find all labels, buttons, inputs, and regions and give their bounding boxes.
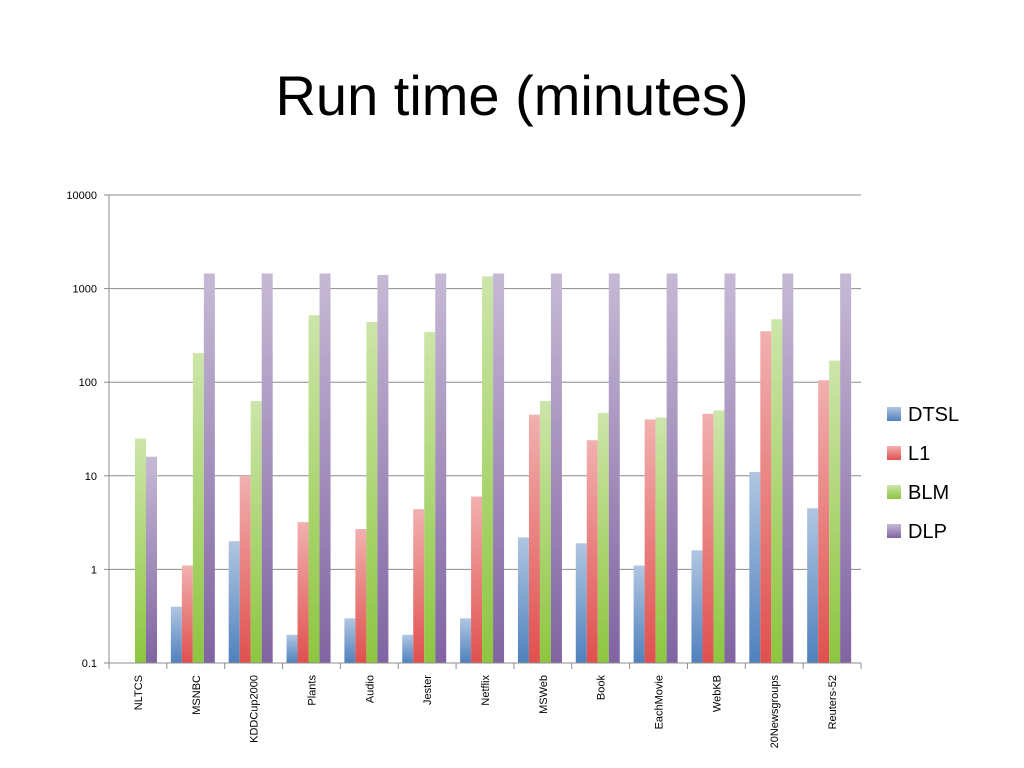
legend-swatch-l1 bbox=[887, 446, 901, 460]
bar-dlp-audio bbox=[377, 274, 389, 663]
chart-title: Run time (minutes) bbox=[275, 64, 749, 127]
x-category-label: Netflix bbox=[480, 675, 492, 706]
x-category-label: 20Newsgroups bbox=[769, 675, 781, 749]
bar-blm-reuters-52 bbox=[829, 360, 841, 663]
bar-dlp-msweb bbox=[550, 273, 562, 663]
x-category-label: WebKB bbox=[711, 675, 723, 712]
y-tick-label: 1000 bbox=[73, 284, 97, 296]
x-category-label: EachMovie bbox=[654, 675, 666, 729]
bar-l1-msnbc bbox=[181, 565, 193, 663]
y-tick-label: 10000 bbox=[66, 190, 97, 202]
bar-blm-plants bbox=[308, 315, 320, 663]
bar-dlp-reuters-52 bbox=[840, 273, 852, 663]
legend-label-dtsl: DTSL bbox=[908, 404, 959, 426]
bar-dtsl-eachmovie bbox=[633, 565, 645, 663]
legend-swatch-dtsl bbox=[887, 407, 901, 421]
x-category-label: Plants bbox=[306, 675, 318, 706]
axes bbox=[108, 195, 862, 669]
bar-dlp-book bbox=[608, 273, 620, 663]
bar-dlp-netflix bbox=[493, 273, 505, 663]
bar-dlp-msnbc bbox=[203, 273, 215, 663]
bar-l1-netflix bbox=[471, 496, 483, 663]
bar-l1-jester bbox=[413, 509, 425, 663]
x-category-label: Jester bbox=[422, 675, 434, 705]
bar-dlp-kddcup2000 bbox=[261, 273, 273, 663]
bar-l1-msweb bbox=[528, 414, 540, 663]
bar-blm-webkb bbox=[713, 410, 725, 663]
bar-blm-jester bbox=[424, 331, 436, 663]
bar-blm-netflix bbox=[482, 276, 494, 663]
bar-dtsl-reuters-52 bbox=[807, 508, 819, 663]
bar-l1-audio bbox=[355, 529, 367, 663]
x-category-label: Reuters-52 bbox=[827, 675, 839, 729]
bar-dtsl-msweb bbox=[517, 537, 529, 663]
x-category-label: MSNBC bbox=[191, 675, 203, 715]
bar-blm-audio bbox=[366, 321, 378, 663]
bar-dtsl-book bbox=[575, 543, 587, 663]
bar-l1-plants bbox=[297, 522, 309, 663]
bar-l1-kddcup2000 bbox=[239, 475, 251, 663]
y-tick-label: 10 bbox=[85, 471, 97, 483]
bar-l1-20newsgroups bbox=[760, 331, 772, 663]
bar-blm-nltcs bbox=[135, 438, 146, 663]
x-category-label: Audio bbox=[364, 675, 376, 703]
legend-swatch-blm bbox=[887, 485, 901, 499]
bars bbox=[135, 273, 852, 663]
bar-dtsl-kddcup2000 bbox=[228, 541, 240, 663]
x-category-label: NLTCS bbox=[133, 675, 145, 710]
bar-l1-book bbox=[586, 440, 598, 663]
x-category-labels: NLTCS MSNBC KDDCup2000 Plants Audio Jester Net… bbox=[133, 675, 839, 749]
bar-l1-eachmovie bbox=[644, 419, 656, 663]
bar-blm-20newsgroups bbox=[771, 319, 783, 663]
bar-dlp-eachmovie bbox=[666, 273, 678, 663]
bar-dtsl-webkb bbox=[691, 550, 703, 663]
x-category-label: MSWeb bbox=[538, 675, 550, 714]
bar-blm-eachmovie bbox=[655, 417, 667, 663]
bar-dlp-plants bbox=[319, 273, 331, 663]
legend-swatch-dlp bbox=[887, 524, 901, 538]
legend-label-blm: BLM bbox=[908, 482, 949, 504]
bar-blm-msweb bbox=[539, 400, 551, 663]
bar-dtsl-plants bbox=[286, 634, 298, 663]
bar-dtsl-20newsgroups bbox=[749, 471, 761, 663]
legend: DTSL L1 BLM DLP bbox=[887, 404, 959, 543]
y-tick-labels: 0.1 1 10 100 1000 10000 bbox=[66, 190, 97, 670]
bar-dlp-jester bbox=[435, 273, 447, 663]
y-tick-label: 0.1 bbox=[82, 658, 97, 670]
bar-dlp-20newsgroups bbox=[782, 273, 794, 663]
bar-blm-kddcup2000 bbox=[250, 400, 262, 663]
x-category-label: KDDCup2000 bbox=[249, 675, 261, 743]
bar-dtsl-jester bbox=[402, 634, 414, 663]
bar-dlp-nltcs bbox=[146, 456, 157, 663]
bar-l1-reuters-52 bbox=[818, 380, 830, 663]
bar-blm-msnbc bbox=[192, 353, 204, 663]
y-tick-label: 1 bbox=[91, 564, 97, 576]
x-category-label: Book bbox=[596, 675, 608, 701]
bar-dtsl-netflix bbox=[460, 618, 472, 663]
y-tick-label: 100 bbox=[79, 377, 97, 389]
legend-label-dlp: DLP bbox=[908, 521, 947, 543]
bar-dtsl-audio bbox=[344, 618, 356, 663]
bar-l1-webkb bbox=[702, 413, 714, 663]
bar-blm-book bbox=[597, 412, 609, 663]
bar-dlp-webkb bbox=[724, 273, 736, 663]
bar-dtsl-msnbc bbox=[170, 606, 182, 663]
legend-label-l1: L1 bbox=[908, 443, 930, 465]
